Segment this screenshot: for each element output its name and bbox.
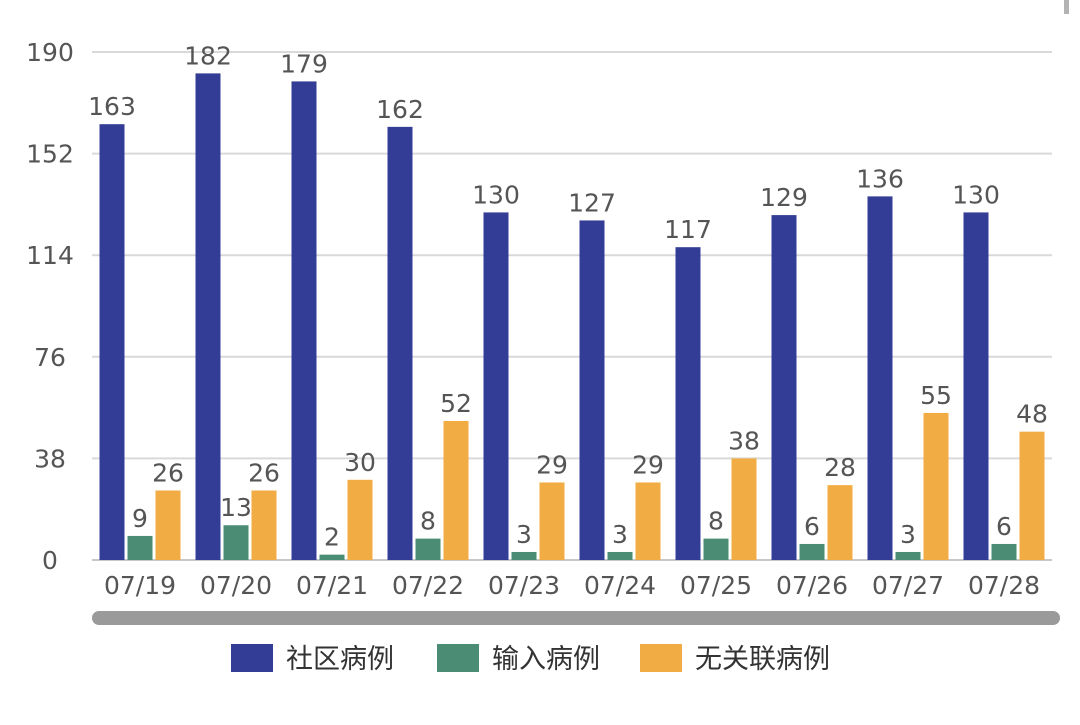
bars	[99, 73, 1045, 561]
bar	[1019, 431, 1045, 560]
x-tick-label: 07/20	[200, 571, 272, 600]
legend-swatch	[231, 644, 273, 672]
horizontal-scrollbar[interactable]	[92, 611, 1060, 625]
y-tick-label: 38	[34, 444, 66, 473]
bar	[319, 554, 345, 560]
bar	[251, 490, 277, 560]
bar	[195, 73, 221, 561]
y-axis-ticks: 0 38 76 114 152 190	[26, 38, 74, 575]
data-label: 8	[420, 507, 436, 536]
data-label: 29	[632, 450, 664, 479]
data-label: 3	[516, 520, 532, 549]
data-label: 26	[248, 458, 280, 487]
bar	[923, 412, 949, 560]
data-label: 30	[344, 448, 376, 477]
bar	[991, 543, 1017, 560]
data-label: 162	[376, 95, 424, 124]
data-label: 117	[664, 215, 712, 244]
bar	[635, 482, 661, 560]
data-label: 130	[472, 180, 520, 209]
data-label: 127	[568, 188, 616, 217]
bar	[607, 551, 633, 560]
bar	[483, 212, 509, 560]
grid-lines	[92, 51, 1052, 561]
x-tick-label: 07/23	[488, 571, 560, 600]
data-label: 2	[324, 523, 340, 552]
y-tick-label: 190	[26, 38, 74, 67]
legend-label: 社区病例	[286, 644, 394, 675]
legend-swatch	[640, 644, 682, 672]
bar	[223, 525, 249, 560]
data-label: 38	[728, 426, 760, 455]
bar	[799, 543, 825, 560]
vertical-scrollbar-thumb[interactable]	[1064, 0, 1069, 14]
y-tick-label: 114	[26, 241, 74, 270]
bar	[731, 458, 757, 560]
legend-label: 输入病例	[492, 644, 600, 675]
data-label: 55	[920, 381, 952, 410]
bar	[347, 479, 373, 560]
data-label: 6	[996, 512, 1012, 541]
legend: 社区病例 输入病例 无关联病例	[231, 644, 830, 675]
y-tick-label: 152	[26, 140, 74, 169]
data-labels: 1639261821326179230162852130329127329117…	[88, 41, 1048, 551]
x-tick-label: 07/21	[296, 571, 368, 600]
x-tick-label: 07/26	[776, 571, 848, 600]
bar	[539, 482, 565, 560]
x-tick-label: 07/24	[584, 571, 656, 600]
bar	[511, 551, 537, 560]
x-tick-label: 07/25	[680, 571, 752, 600]
data-label: 8	[708, 507, 724, 536]
data-label: 182	[184, 41, 232, 70]
bar	[703, 538, 729, 560]
bar	[867, 196, 893, 560]
bar	[771, 215, 797, 561]
bar	[895, 551, 921, 560]
y-tick-label: 0	[42, 546, 58, 575]
data-label: 179	[280, 49, 328, 78]
data-label: 48	[1016, 400, 1048, 429]
data-label: 28	[824, 453, 856, 482]
data-label: 9	[132, 504, 148, 533]
x-tick-label: 07/22	[392, 571, 464, 600]
data-label: 6	[804, 512, 820, 541]
data-label: 52	[440, 389, 472, 418]
data-label: 3	[612, 520, 628, 549]
data-label: 29	[536, 450, 568, 479]
y-tick-label: 76	[34, 343, 66, 372]
data-label: 26	[152, 458, 184, 487]
bar	[963, 212, 989, 560]
bar	[387, 126, 413, 560]
x-tick-label: 07/27	[872, 571, 944, 600]
data-label: 129	[760, 183, 808, 212]
data-label: 3	[900, 520, 916, 549]
legend-swatch	[437, 644, 479, 672]
x-axis-ticks: 07/19 07/20 07/21 07/22 07/23 07/24 07/25 07/26…	[104, 571, 1040, 600]
x-tick-label: 07/19	[104, 571, 176, 600]
legend-label: 无关联病例	[695, 644, 830, 675]
bar	[155, 490, 181, 560]
bar	[291, 81, 317, 561]
bar	[579, 220, 605, 560]
bar	[99, 124, 125, 560]
x-tick-label: 07/28	[968, 571, 1040, 600]
data-label: 136	[856, 164, 904, 193]
data-label: 13	[220, 493, 252, 522]
bar	[443, 420, 469, 560]
bar	[827, 485, 853, 560]
data-label: 130	[952, 180, 1000, 209]
data-label: 163	[88, 92, 136, 121]
bar	[127, 535, 153, 560]
bar	[675, 247, 701, 560]
bar	[415, 538, 441, 560]
